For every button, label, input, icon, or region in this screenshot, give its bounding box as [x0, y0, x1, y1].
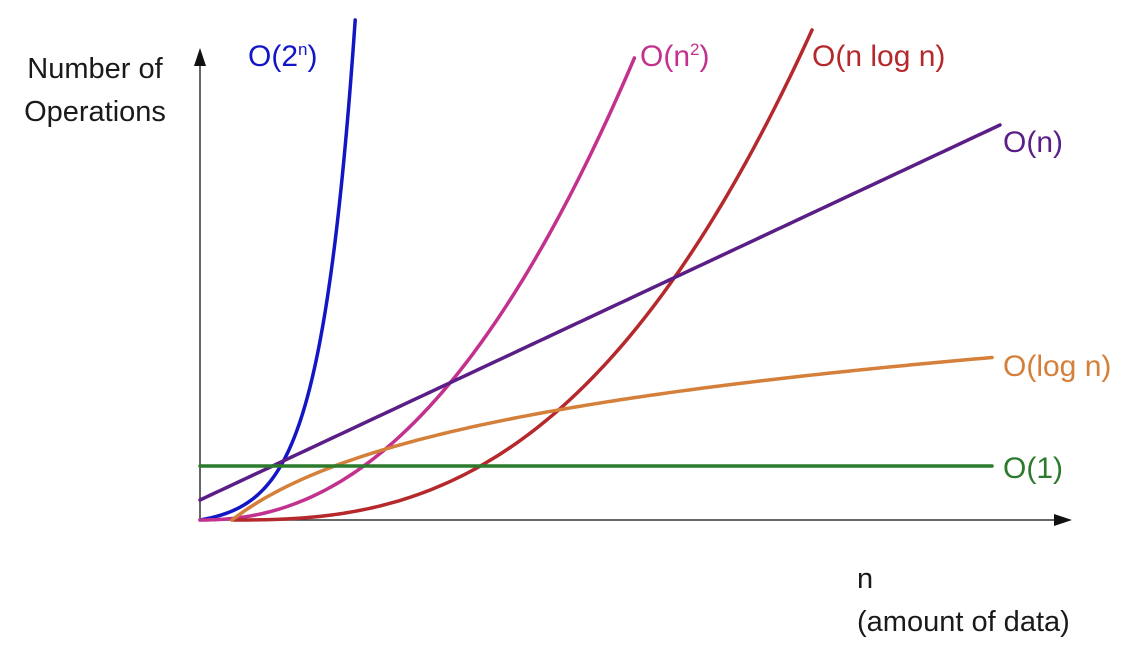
series-label-const: O(1)	[1003, 452, 1063, 485]
y-axis-title-line-2: Operations	[24, 96, 166, 128]
series-label-sq: O(n2)	[640, 40, 709, 73]
series-curves	[198, 18, 1002, 522]
x-axis-arrow	[1054, 514, 1072, 526]
series-label-lin: O(n)	[1003, 126, 1063, 159]
y-axis-title-line-1: Number of	[27, 53, 163, 85]
series-label-log: O(log n)	[1003, 350, 1111, 383]
series-label-exp: O(2n)	[248, 40, 317, 73]
series-labels: O(2n) O(n2) O(n log n) O(n) O(log n) O(1)	[248, 40, 1111, 485]
y-axis-arrow	[194, 48, 206, 66]
series-label-nlogn: O(n log n)	[812, 40, 945, 73]
x-axis-title-line-1: n	[857, 563, 873, 595]
series-line-nlogn	[230, 28, 814, 522]
x-axis-title-line-2: (amount of data)	[857, 606, 1070, 638]
series-line-log	[230, 355, 994, 522]
series-line-sq	[198, 56, 637, 522]
series-line-lin	[198, 123, 1002, 502]
series-line-exp	[198, 18, 357, 522]
